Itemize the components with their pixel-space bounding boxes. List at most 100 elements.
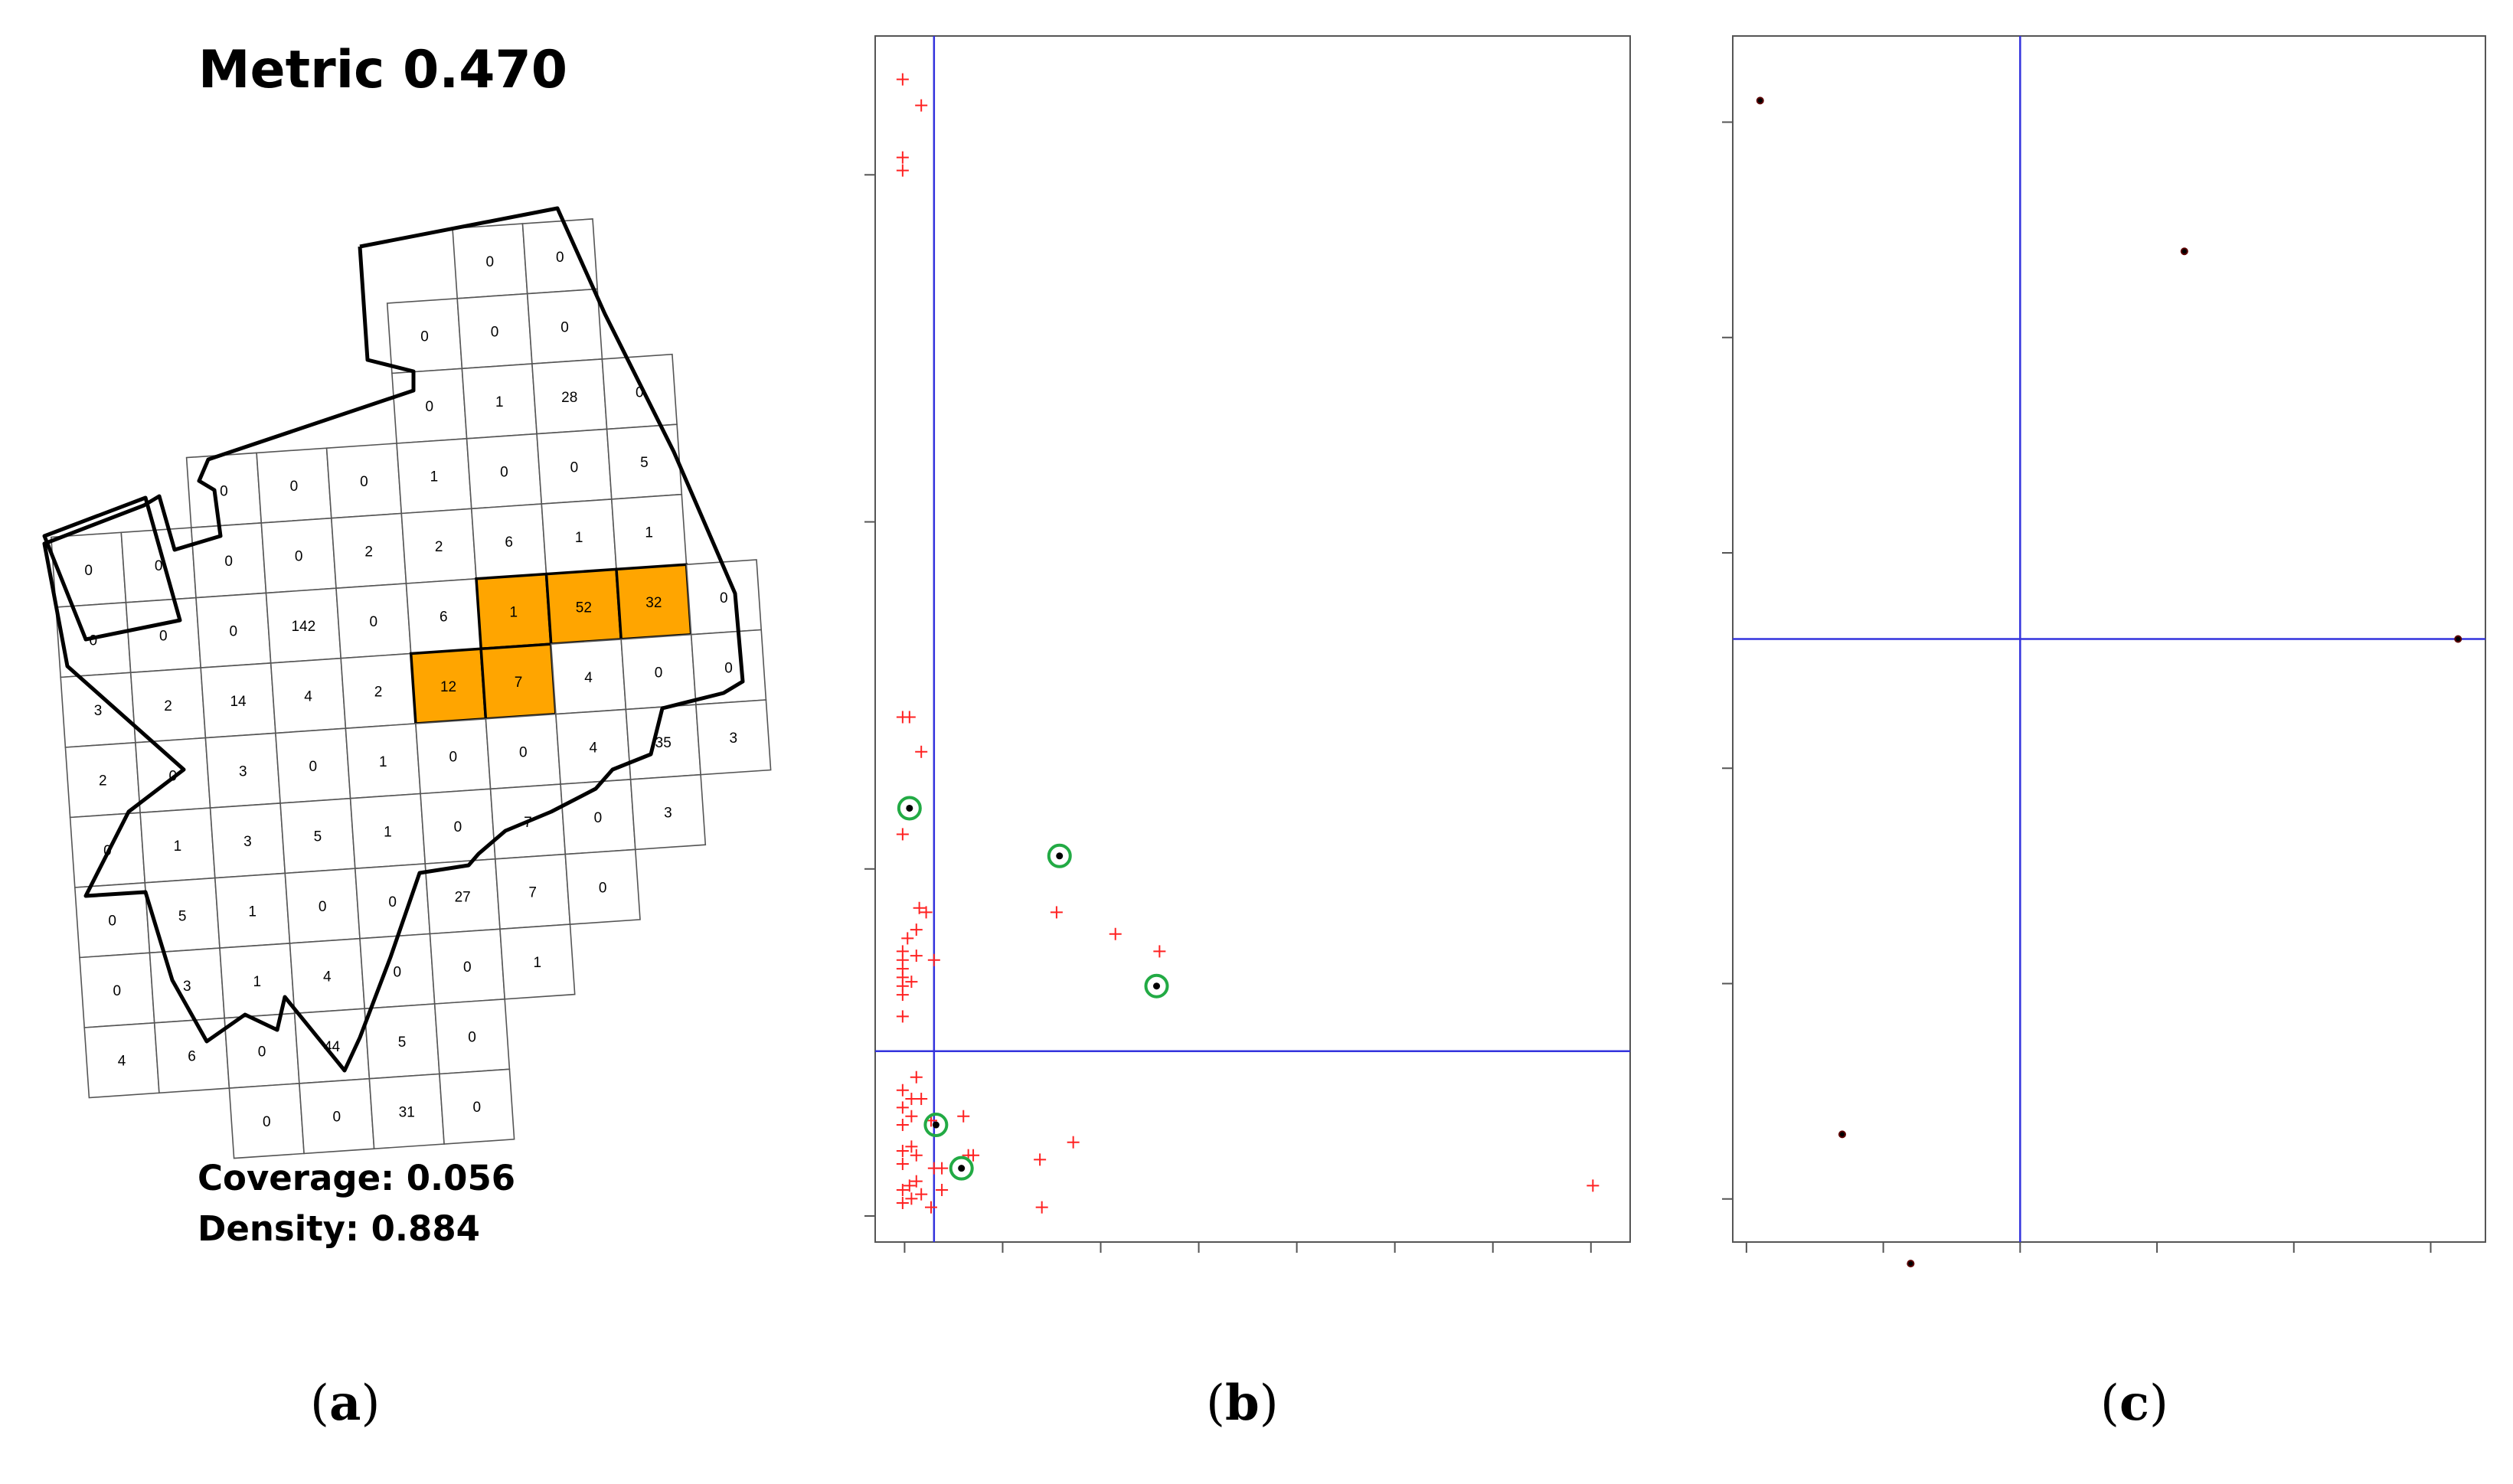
cell-value: 28 xyxy=(561,390,577,406)
data-point-plus xyxy=(910,950,923,963)
cell-value: 3 xyxy=(239,763,247,780)
data-point-plus xyxy=(913,901,926,914)
highlighted-point xyxy=(1047,843,1072,868)
data-point-plus xyxy=(896,1158,909,1171)
cell-value: 0 xyxy=(724,660,733,676)
data-point-plus xyxy=(1153,945,1166,958)
data-point-plus xyxy=(1067,1136,1080,1149)
cell-value: 0 xyxy=(370,614,378,630)
cell-value: 35 xyxy=(655,735,672,751)
cell-value: 3 xyxy=(729,731,737,747)
data-point-dot xyxy=(1838,1130,1846,1139)
cell-value: 0 xyxy=(420,329,429,345)
cell-value: 2 xyxy=(164,698,172,714)
cell-value: 6 xyxy=(188,1048,196,1064)
cell-value: 1 xyxy=(384,824,392,840)
data-point-plus xyxy=(910,923,923,936)
cell-value: 7 xyxy=(528,884,537,901)
cell-value: 0 xyxy=(309,759,317,775)
data-point-dot xyxy=(2180,247,2188,256)
cell-value: 32 xyxy=(645,595,662,611)
cell-value: 0 xyxy=(230,623,238,639)
cell-value: 0 xyxy=(295,549,303,565)
cell-value: 0 xyxy=(113,983,122,999)
cell-value: 0 xyxy=(636,385,644,401)
data-point-plus xyxy=(910,1175,923,1188)
data-point-plus xyxy=(896,73,909,86)
cell-value: 0 xyxy=(449,750,457,766)
cell-value: 6 xyxy=(440,610,448,626)
cell-value: 52 xyxy=(576,600,592,616)
cell-value: 2 xyxy=(364,544,373,560)
cell-value: 0 xyxy=(570,459,579,476)
coverage-text: Coverage: 0.056 xyxy=(198,1158,516,1198)
cell-value: 0 xyxy=(108,914,116,930)
data-point-plus xyxy=(901,932,914,945)
cell-value: 4 xyxy=(584,670,593,686)
cell-value: 2 xyxy=(435,539,443,555)
data-point-plus xyxy=(967,1149,980,1162)
cell-value: 3 xyxy=(243,834,252,850)
cell-value: 0 xyxy=(500,464,508,480)
grid-cells: 0 00 0 00 1 28 00 0 0 1 0 0 50 0 0 0 2 2 6 1 10 0 0 142 0 6 1 52 32 0… xyxy=(50,218,772,1159)
cell-value: 3 xyxy=(94,703,103,719)
data-point-plus xyxy=(915,745,928,758)
cell-value: 0 xyxy=(319,899,327,915)
cell-value: 142 xyxy=(291,619,315,635)
highlighted-point xyxy=(897,796,922,821)
cell-value: 0 xyxy=(263,1114,271,1130)
cell-value: 0 xyxy=(360,474,368,490)
plot-frame xyxy=(874,35,1631,1243)
cell-value: 3 xyxy=(664,806,672,822)
cell-value: 1 xyxy=(575,530,583,546)
data-point-plus xyxy=(896,1010,909,1023)
metric-title: Metric 0.470 xyxy=(198,40,568,100)
cell-value: 4 xyxy=(589,740,597,756)
data-point-plus xyxy=(915,1093,928,1106)
cell-value: 27 xyxy=(455,890,471,906)
data-point-plus xyxy=(1034,1153,1047,1166)
cell-value: 0 xyxy=(155,558,163,574)
panel-label-b: (b) xyxy=(1206,1374,1279,1432)
cell-value: 0 xyxy=(560,319,569,335)
cell-value: 0 xyxy=(84,563,93,579)
cell-value: 0 xyxy=(394,964,402,980)
data-point-plus xyxy=(903,711,916,724)
data-point-plus xyxy=(896,1184,909,1197)
cell-value: 12 xyxy=(440,679,456,695)
cell-value: 1 xyxy=(510,604,518,620)
cell-value: 0 xyxy=(720,590,728,606)
cell-value: 6 xyxy=(505,534,513,551)
cell-value: 5 xyxy=(640,455,649,471)
cell-value: 4 xyxy=(304,689,312,705)
data-point-plus xyxy=(910,1071,923,1084)
data-point-plus xyxy=(905,1192,918,1205)
cell-value: 0 xyxy=(290,479,299,495)
cell-value: 4 xyxy=(118,1054,126,1070)
cell-value: 1 xyxy=(248,904,257,920)
cell-value: 1 xyxy=(645,525,653,541)
data-point-plus xyxy=(903,1179,916,1192)
data-point-plus xyxy=(1035,1201,1048,1214)
cell-value: 0 xyxy=(463,959,472,976)
grid-cell xyxy=(564,848,641,925)
grid-cell xyxy=(499,923,576,1000)
highlighted-point xyxy=(1144,973,1169,999)
cell-value: 4 xyxy=(323,969,332,986)
cell-value: 0 xyxy=(388,894,397,910)
data-point-plus xyxy=(896,828,909,841)
panel-label-c: (c) xyxy=(2100,1374,2168,1432)
data-point-plus xyxy=(924,1201,937,1214)
data-point-plus xyxy=(957,1110,970,1123)
data-point-plus xyxy=(905,1140,918,1153)
cell-value: 0 xyxy=(556,250,564,266)
data-point-plus xyxy=(936,1162,949,1175)
cell-value: 0 xyxy=(220,483,228,499)
cell-value: 0 xyxy=(519,744,528,760)
cell-value: 1 xyxy=(534,955,542,971)
data-point-dot xyxy=(2454,635,2462,643)
highlighted-point xyxy=(949,1155,974,1181)
district-boundary xyxy=(42,206,745,1073)
